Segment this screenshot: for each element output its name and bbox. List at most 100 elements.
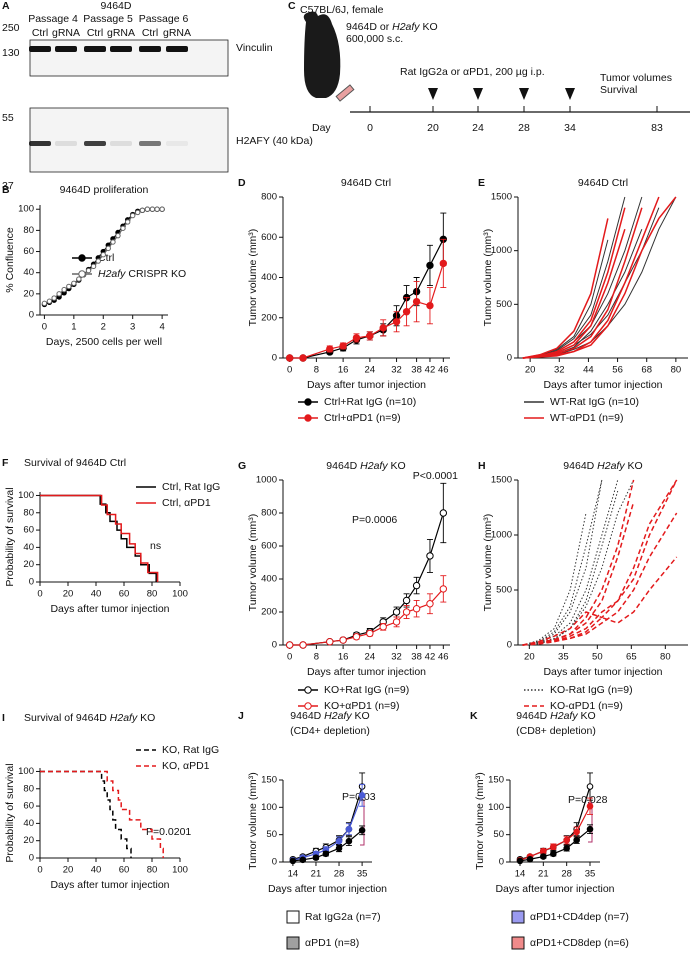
data-point [345,825,353,833]
x-tick-label: 4 [159,322,164,333]
x-tick-label: 20 [63,589,74,600]
y-tick-label: 80 [23,225,34,236]
data-point [326,345,334,353]
cells-label: 9464D or H2afy KO [346,21,438,33]
y-tick-label: 20 [23,835,34,846]
data-point [46,298,53,304]
x-tick-label: 16 [338,652,349,663]
chart-title: 9464D Ctrl [341,177,391,189]
y-tick-label: 400 [261,272,277,283]
animal-line [522,479,603,646]
panel-label: A [2,0,10,12]
animal-line [522,196,643,359]
data-point [61,286,67,293]
treatment-arrow [565,88,575,100]
x-tick-label: 2 [101,322,106,333]
y-tick-label: 150 [261,775,277,786]
x-tick-label: 0 [287,365,292,376]
x-tick-label: 35 [558,652,569,663]
chart-title: 9464D H2afy KO [516,710,595,722]
data-point [285,354,294,362]
x-tick-label: 42 [425,365,436,376]
x-tick-label: 80 [671,365,682,376]
y-tick-label: 0 [272,353,277,364]
x-tick-label: 80 [147,589,158,600]
legend-label: H2afy CRISPR KO [98,268,186,280]
data-point [299,856,307,864]
survival-curve [40,494,159,582]
band [166,141,188,146]
treatment-arrow [473,88,483,100]
blot-membrane [29,39,229,77]
data-point [540,847,547,855]
blot-label: H2AFY (40 kDa) [236,135,313,147]
x-tick-label: 100 [172,589,188,600]
x-tick-label: 0 [42,322,47,333]
legend-label: Rat IgG2a (n=7) [305,911,381,923]
y-tick-label: 1000 [256,475,277,486]
data-point [526,855,534,863]
x-axis-label: Days after tumor injection [543,666,662,678]
passage-label: Passage 6 [139,13,189,25]
band [84,46,106,52]
x-tick-label: 60 [119,865,130,876]
y-tick-label: 80 [23,783,34,794]
y-tick-label: 800 [261,508,277,519]
data-point [100,252,106,258]
legend-label: αPD1+CD4dep (n=7) [530,911,629,923]
legend-label: Ctrl, Rat IgG [162,481,220,493]
lane-label: Ctrl [142,27,158,39]
x-tick-label: 20 [63,865,74,876]
data-point [358,792,366,799]
day-value: 24 [472,122,484,134]
lane-label: Ctrl [87,27,103,39]
y-tick-label: 0 [499,857,504,868]
x-tick-label: 35 [357,869,368,880]
y-tick-label: 100 [488,802,504,813]
chart-title: 9464D H2afy KO [326,460,405,472]
y-tick-label: 60 [23,801,34,812]
animal-line [522,479,678,646]
data-point [358,826,366,834]
y-tick-label: 20 [23,288,34,299]
band [110,46,132,52]
data-point [312,854,320,861]
day-value: 20 [427,122,439,134]
survival-curve [40,770,132,858]
data-point [285,641,294,649]
legend-label: KO+αPD1 (n=9) [324,700,400,712]
annotation: ns [150,540,161,552]
legend-marker [78,270,86,278]
data-point [335,837,343,845]
data-point [339,636,347,644]
legend-label: αPD1+CD8dep (n=6) [530,937,629,949]
panel-label: H [478,460,486,472]
strain-label: C57BL/6J, female [300,4,384,16]
panel-label: C [288,0,296,12]
x-tick-label: 21 [311,869,322,880]
y-tick-label: 600 [261,232,277,243]
data-point [352,334,361,342]
blot-membrane [29,107,229,173]
treatment-arrow [428,88,438,100]
band [139,46,161,52]
animal-line [522,229,643,359]
day-value: 34 [564,122,576,134]
legend-label: KO-αPD1 (n=9) [550,700,623,712]
data-point [90,263,97,270]
x-axis-label: Days after tumor injection [307,379,426,391]
data-point [540,853,547,860]
animal-line [522,501,635,646]
x-tick-label: 32 [391,365,402,376]
lane-label: gRNA [107,27,135,39]
data-point [322,850,330,858]
panel-label: F [2,457,9,469]
data-point [105,245,111,252]
x-tick-label: 65 [626,652,637,663]
cell-line-label: 9464D [101,0,132,12]
animal-line [522,556,678,646]
legend-swatch [286,936,300,950]
y-tick-label: 40 [23,267,34,278]
annotation: P<0.0001 [413,470,458,482]
data-point [366,629,374,638]
